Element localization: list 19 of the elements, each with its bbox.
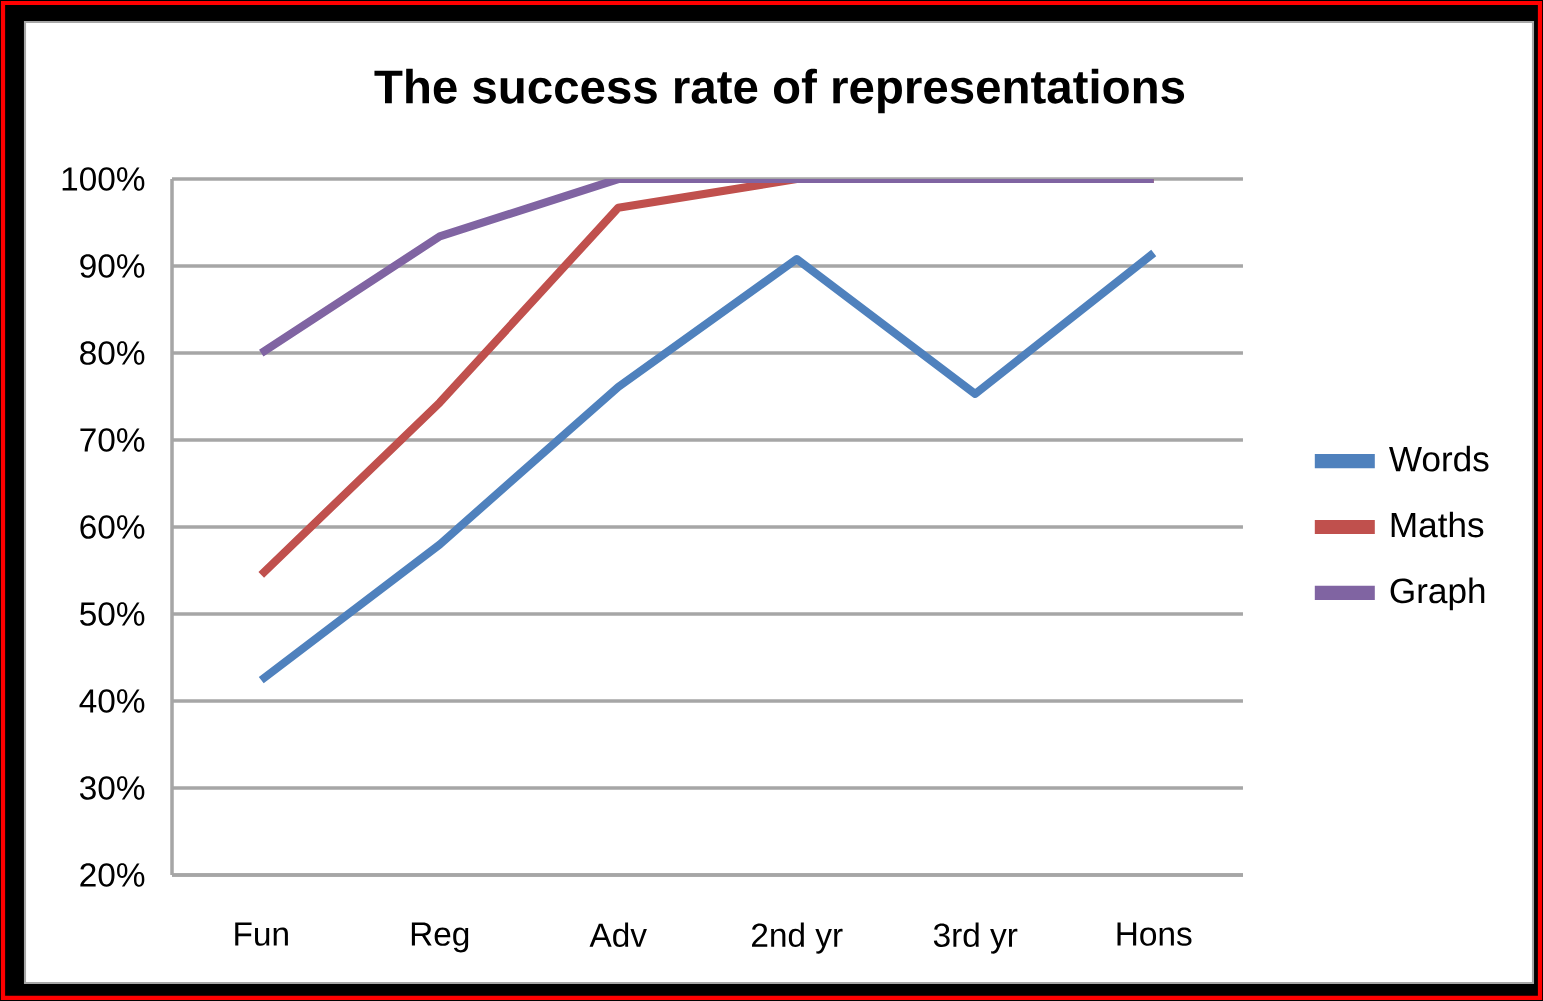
y-tick-label: 90% xyxy=(80,254,145,278)
legend-label: Graph xyxy=(1390,577,1485,611)
x-tick-label: Hons xyxy=(1117,922,1192,946)
x-tick-label: 2nd yr xyxy=(751,922,843,954)
y-tick-label: 100% xyxy=(62,167,145,191)
y-tick-label: 80% xyxy=(80,341,145,365)
x-tick-label: 3rd yr xyxy=(933,922,1018,954)
y-tick-label: 60% xyxy=(80,515,145,539)
legend-label: Words xyxy=(1389,445,1489,472)
legend-label: Maths xyxy=(1391,511,1484,538)
y-tick-label: 50% xyxy=(80,602,145,626)
y-tick-label: 40% xyxy=(79,689,145,713)
x-tick-label: Adv xyxy=(589,922,647,948)
chart-title: The success rate of representations xyxy=(374,68,1185,114)
y-tick-label: 20% xyxy=(80,863,145,887)
x-tick-label: Fun xyxy=(235,922,288,946)
x-tick-label: Reg xyxy=(411,922,469,953)
y-tick-label: 70% xyxy=(80,428,145,452)
y-tick-label: 30% xyxy=(79,776,145,800)
